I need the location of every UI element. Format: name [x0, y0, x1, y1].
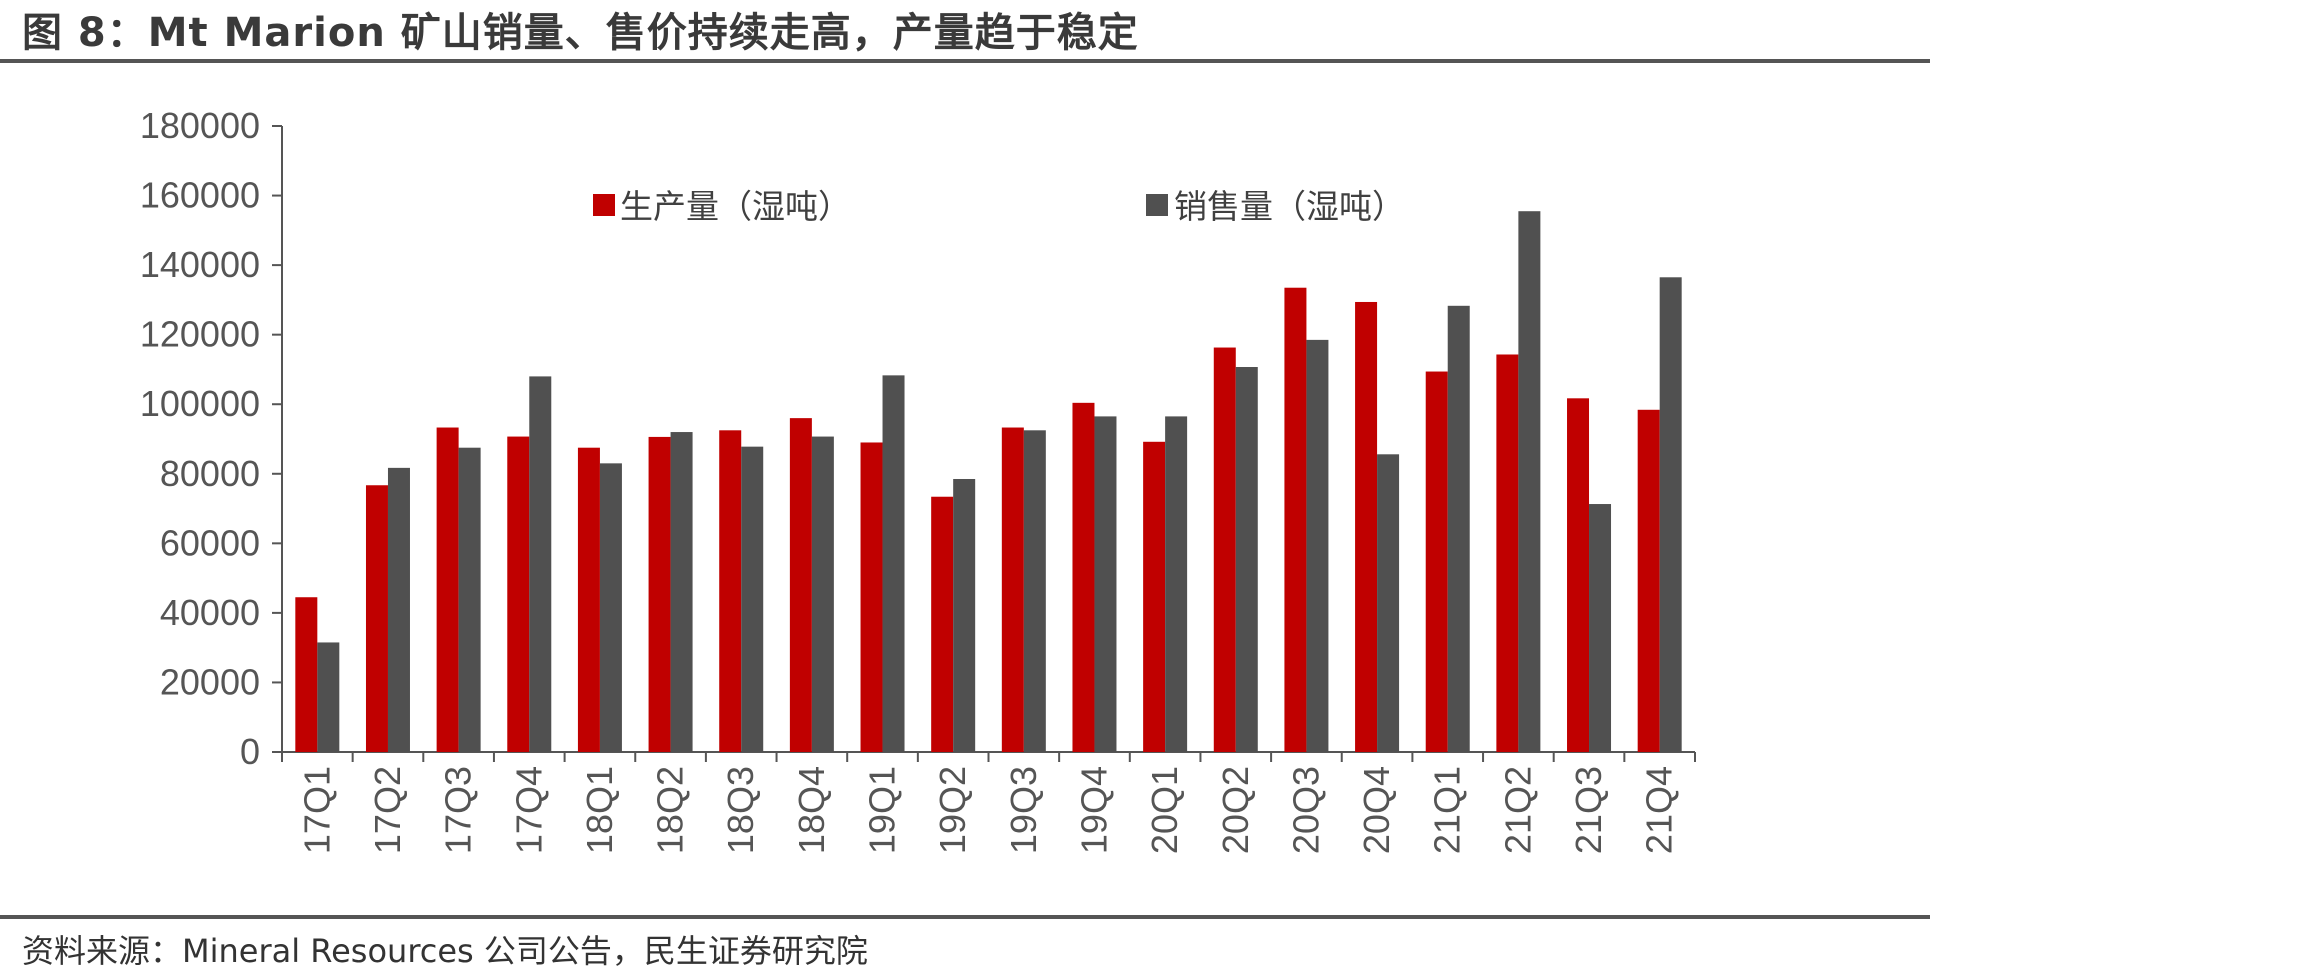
- y-tick-label: 0: [240, 731, 260, 772]
- bar-production: [860, 442, 883, 752]
- x-tick-label: 21Q2: [1497, 766, 1538, 854]
- bar-production: [1284, 287, 1307, 752]
- bar-production: [1072, 402, 1095, 752]
- x-tick-label: 17Q2: [367, 766, 408, 854]
- bar-production: [1567, 398, 1590, 752]
- bar-production: [507, 436, 530, 752]
- bar-production: [1001, 427, 1024, 752]
- bar-sales: [1235, 367, 1258, 752]
- bar-sales: [1023, 430, 1046, 752]
- y-tick-label: 120000: [140, 314, 260, 355]
- y-tick-label: 80000: [160, 453, 260, 494]
- y-tick-label: 60000: [160, 522, 260, 563]
- y-tick-label: 140000: [140, 244, 260, 285]
- bar-production: [577, 447, 600, 752]
- bar-production: [789, 418, 812, 752]
- x-tick-label: 18Q4: [791, 766, 832, 854]
- bar-production: [1425, 371, 1448, 752]
- bar-production: [1355, 301, 1378, 752]
- legend-swatch-production: [593, 194, 615, 216]
- bar-sales: [1094, 416, 1117, 752]
- x-tick-label: 20Q3: [1285, 766, 1326, 854]
- x-tick-label: 19Q3: [1003, 766, 1044, 854]
- bar-sales: [1518, 211, 1541, 752]
- x-tick-label: 17Q1: [296, 766, 337, 854]
- x-tick-label: 21Q3: [1568, 766, 1609, 854]
- top-rule: [0, 59, 1930, 63]
- y-tick-label: 40000: [160, 592, 260, 633]
- bar-production: [436, 427, 459, 752]
- bar-sales: [811, 436, 834, 752]
- x-tick-label: 19Q2: [932, 766, 973, 854]
- bar-sales: [882, 375, 905, 752]
- x-tick-label: 19Q4: [1073, 766, 1114, 854]
- legend: 生产量（湿吨） 销售量（湿吨）: [593, 187, 1405, 226]
- legend-label-production: 生产量（湿吨）: [620, 187, 851, 226]
- bar-production: [295, 597, 318, 752]
- bar-sales: [529, 376, 552, 752]
- x-tick-label: 21Q4: [1639, 766, 1680, 854]
- bar-production: [1637, 409, 1660, 752]
- bar-sales: [1447, 305, 1470, 752]
- x-tick-label: 20Q4: [1356, 766, 1397, 854]
- figure-title: 图 8：Mt Marion 矿山销量、售价持续走高，产量趋于稳定: [22, 10, 1139, 56]
- bottom-rule: [0, 915, 1930, 919]
- y-tick-label: 20000: [160, 661, 260, 702]
- bar-sales: [317, 642, 340, 752]
- y-axis: 0 20000 40000 60000 80000 100000 120000 140000 1…: [140, 105, 283, 772]
- y-tick-label: 100000: [140, 383, 260, 424]
- legend-swatch-sales: [1146, 194, 1168, 216]
- bar-sales: [1659, 277, 1682, 752]
- bar-sales: [953, 478, 976, 752]
- bar-production: [1213, 347, 1236, 752]
- x-tick-label: 18Q3: [720, 766, 761, 854]
- x-tick-label: 17Q3: [438, 766, 479, 854]
- bar-sales: [1165, 416, 1188, 752]
- x-axis: 17Q1 17Q2 17Q3 17Q4 18Q1 18Q2 18Q3 18Q4 19Q1 19Q2…: [281, 751, 1696, 854]
- bar-sales: [1589, 504, 1612, 752]
- bars: [295, 211, 1682, 752]
- bar-production: [931, 496, 954, 752]
- bar-sales: [458, 447, 481, 752]
- bar-production: [1143, 441, 1166, 752]
- bar-production: [648, 436, 671, 752]
- source-note: 资料来源：Mineral Resources 公司公告，民生证券研究院: [22, 932, 868, 970]
- x-tick-label: 20Q2: [1215, 766, 1256, 854]
- x-tick-label: 21Q1: [1427, 766, 1468, 854]
- bar-production: [1496, 354, 1519, 752]
- bar-sales: [741, 446, 764, 752]
- x-tick-label: 20Q1: [1144, 766, 1185, 854]
- x-tick-label: 17Q4: [508, 766, 549, 854]
- bar-sales: [1377, 454, 1400, 752]
- bar-sales: [1306, 339, 1329, 752]
- x-tick-label: 18Q1: [579, 766, 620, 854]
- bar-production: [365, 485, 388, 752]
- bar-sales: [387, 467, 410, 752]
- x-tick-label: 18Q2: [650, 766, 691, 854]
- y-tick-label: 180000: [140, 105, 260, 146]
- bar-sales: [670, 432, 693, 752]
- y-tick-label: 160000: [140, 175, 260, 216]
- bar-sales: [599, 463, 622, 752]
- legend-label-sales: 销售量（湿吨）: [1174, 187, 1405, 226]
- bar-production: [719, 430, 742, 752]
- x-tick-label: 19Q1: [862, 766, 903, 854]
